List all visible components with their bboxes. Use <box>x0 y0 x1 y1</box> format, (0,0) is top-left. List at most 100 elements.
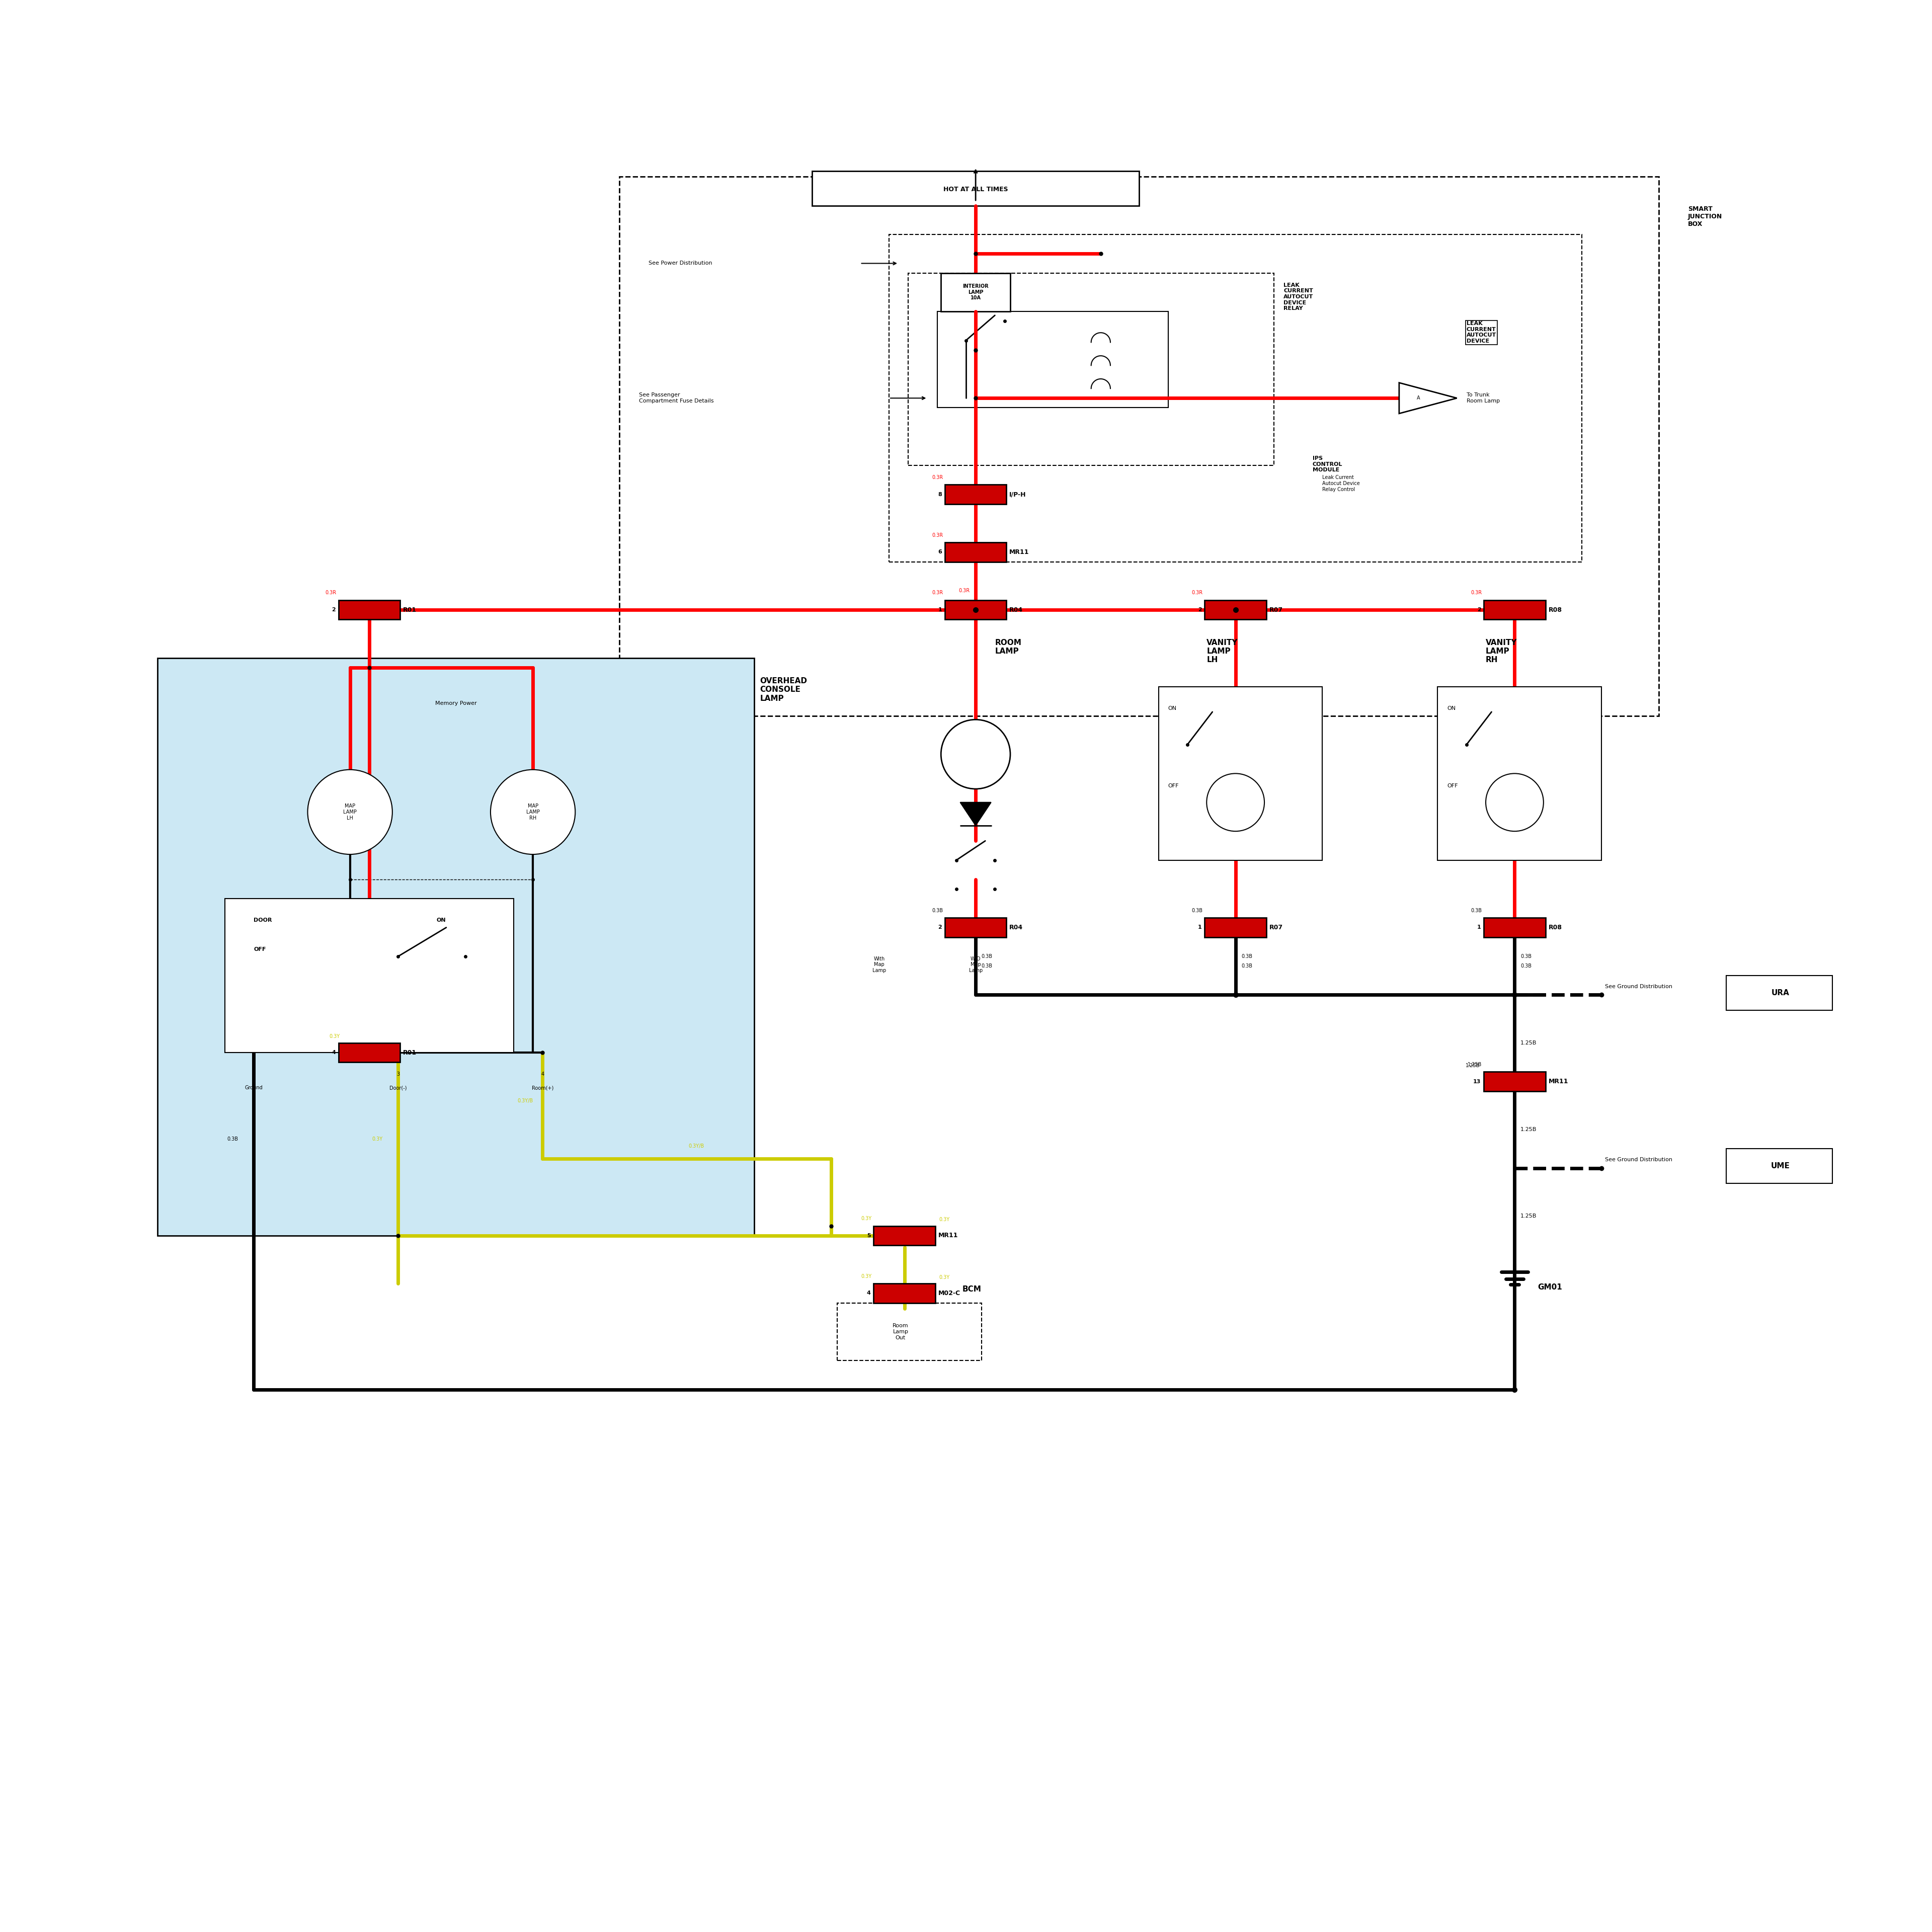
Text: 2: 2 <box>1478 607 1482 612</box>
Text: See Passenger
Compartment Fuse Details: See Passenger Compartment Fuse Details <box>639 392 713 404</box>
Text: HOT AT ALL TIMES: HOT AT ALL TIMES <box>943 185 1009 193</box>
Text: Leak Current
Autocut Device
Relay Control: Leak Current Autocut Device Relay Contro… <box>1321 475 1360 493</box>
Text: 0.3B: 0.3B <box>228 1136 238 1142</box>
Bar <box>1437 688 1602 860</box>
Text: LEAK
CURRENT
AUTOCUT
DEVICE: LEAK CURRENT AUTOCUT DEVICE <box>1466 321 1495 344</box>
Text: R07: R07 <box>1269 923 1283 931</box>
Text: 0.3R: 0.3R <box>931 533 943 537</box>
Text: MAP
LAMP
LH: MAP LAMP LH <box>344 804 357 821</box>
Bar <box>224 898 514 1053</box>
Text: 1.25B: 1.25B <box>1466 1063 1480 1068</box>
Text: 0.3B: 0.3B <box>981 964 993 968</box>
Circle shape <box>1208 773 1264 831</box>
Text: 2: 2 <box>1198 607 1202 612</box>
Text: ON: ON <box>1169 705 1177 711</box>
Text: 0.3R: 0.3R <box>1192 591 1204 595</box>
Text: OFF: OFF <box>1447 782 1459 788</box>
Circle shape <box>941 719 1010 788</box>
Text: URA: URA <box>1772 989 1789 997</box>
Text: ROOM
LAMP: ROOM LAMP <box>995 639 1022 655</box>
Text: See Power Distribution: See Power Distribution <box>649 261 713 267</box>
Text: VANITY
LAMP
LH: VANITY LAMP LH <box>1208 639 1238 665</box>
Bar <box>338 601 400 620</box>
Polygon shape <box>960 802 991 825</box>
Text: 0.3Y: 0.3Y <box>862 1273 871 1279</box>
Bar <box>1727 1150 1832 1184</box>
Bar <box>837 1302 981 1360</box>
Text: R08: R08 <box>1548 923 1561 931</box>
Text: I/P-H: I/P-H <box>1009 491 1026 498</box>
Text: LEAK
CURRENT
AUTOCUT
DEVICE
RELAY: LEAK CURRENT AUTOCUT DEVICE RELAY <box>1283 282 1314 311</box>
Bar <box>1484 918 1546 937</box>
Text: 1.25B: 1.25B <box>1520 1213 1536 1219</box>
Text: 0.3B: 0.3B <box>1240 964 1252 968</box>
Text: Door(-): Door(-) <box>390 1086 408 1090</box>
Text: 1.25B: 1.25B <box>1520 1041 1536 1045</box>
Text: 0.3B: 0.3B <box>1240 954 1252 958</box>
Text: 0.3Y: 0.3Y <box>862 1215 871 1221</box>
Text: IPS
CONTROL
MODULE: IPS CONTROL MODULE <box>1312 456 1343 473</box>
Text: 0.3R: 0.3R <box>931 591 943 595</box>
Text: SMART
JUNCTION
BOX: SMART JUNCTION BOX <box>1689 205 1721 228</box>
Circle shape <box>491 769 576 854</box>
Text: DOOR: DOOR <box>253 918 272 923</box>
Text: UME: UME <box>1772 1163 1789 1171</box>
Text: INTERIOR
LAMP
10A: INTERIOR LAMP 10A <box>962 284 989 301</box>
Bar <box>811 170 1140 205</box>
Text: 4: 4 <box>867 1291 871 1296</box>
Text: MR11: MR11 <box>939 1233 958 1238</box>
Text: 0.3Y/B: 0.3Y/B <box>518 1097 533 1103</box>
Bar <box>908 272 1273 466</box>
Text: OFF: OFF <box>1169 782 1179 788</box>
Text: 4: 4 <box>541 1072 545 1076</box>
Text: 0.3B: 0.3B <box>931 908 943 914</box>
Text: M02-C: M02-C <box>939 1291 960 1296</box>
Circle shape <box>307 769 392 854</box>
Text: To Trunk
Room Lamp: To Trunk Room Lamp <box>1466 392 1499 404</box>
Text: GM01: GM01 <box>1538 1283 1563 1291</box>
Bar <box>1206 601 1265 620</box>
Text: A: A <box>1416 396 1420 400</box>
Text: R04: R04 <box>1009 923 1022 931</box>
Text: Ground: Ground <box>245 1086 263 1090</box>
Text: 0.3B: 0.3B <box>1470 908 1482 914</box>
Text: 2: 2 <box>332 607 336 612</box>
Text: MR11: MR11 <box>1009 549 1030 554</box>
Text: See Ground Distribution: See Ground Distribution <box>1605 983 1673 989</box>
Text: R01: R01 <box>404 607 417 612</box>
Text: 1.25B: 1.25B <box>1520 1126 1536 1132</box>
Text: Room(+): Room(+) <box>531 1086 553 1090</box>
Bar <box>873 1283 935 1302</box>
Bar <box>1159 688 1321 860</box>
Bar <box>945 601 1007 620</box>
Text: VANITY
LAMP
RH: VANITY LAMP RH <box>1486 639 1517 665</box>
Text: R04: R04 <box>1009 607 1022 612</box>
Text: 1: 1 <box>1198 925 1202 929</box>
Bar <box>889 234 1582 562</box>
Bar <box>158 659 753 1235</box>
Bar <box>620 176 1660 715</box>
Text: 13: 13 <box>1474 1078 1482 1084</box>
Text: 1: 1 <box>1478 925 1482 929</box>
Text: ON: ON <box>1447 705 1457 711</box>
Text: 1: 1 <box>939 607 943 612</box>
Text: 0.3Y/B: 0.3Y/B <box>688 1144 705 1150</box>
Bar <box>1727 976 1832 1010</box>
Text: 0.3Y: 0.3Y <box>373 1136 383 1142</box>
Text: 5: 5 <box>867 1233 871 1238</box>
Bar <box>941 272 1010 311</box>
Text: R01: R01 <box>404 1049 417 1057</box>
Text: 0.3Y: 0.3Y <box>939 1275 951 1279</box>
Text: With
Map
Lamp: With Map Lamp <box>873 956 887 974</box>
Text: 8: 8 <box>939 493 943 497</box>
Bar <box>873 1227 935 1244</box>
Text: MR11: MR11 <box>1548 1078 1569 1084</box>
Bar <box>338 1043 400 1063</box>
Bar <box>945 485 1007 504</box>
Text: 0.3Y: 0.3Y <box>328 1034 340 1039</box>
Bar <box>945 918 1007 937</box>
Text: R07: R07 <box>1269 607 1283 612</box>
Bar <box>937 311 1169 408</box>
Text: 0.3B: 0.3B <box>981 954 993 958</box>
Text: OVERHEAD
CONSOLE
LAMP: OVERHEAD CONSOLE LAMP <box>759 678 808 703</box>
